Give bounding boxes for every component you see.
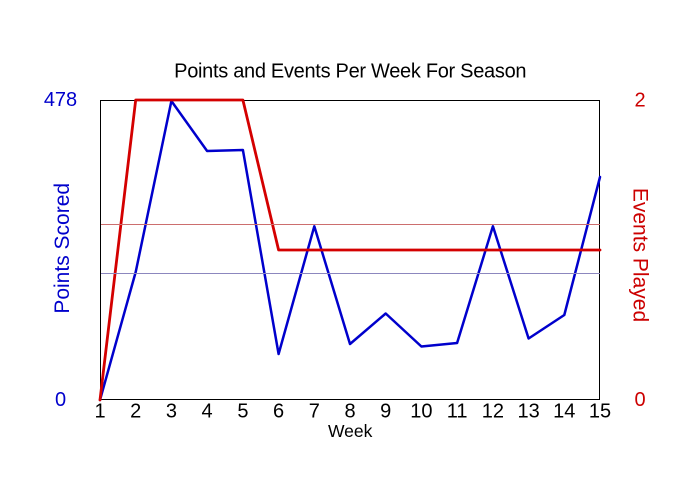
svg-text:3: 3: [166, 401, 177, 423]
svg-text:2: 2: [130, 401, 141, 423]
svg-text:0: 0: [55, 389, 66, 411]
svg-text:1: 1: [94, 401, 105, 423]
svg-text:Events Played: Events Played: [629, 188, 652, 322]
svg-text:5: 5: [237, 401, 248, 423]
svg-text:12: 12: [482, 401, 504, 423]
svg-text:Week: Week: [328, 421, 373, 441]
svg-text:9: 9: [380, 401, 391, 423]
svg-text:10: 10: [410, 401, 432, 423]
svg-text:8: 8: [344, 401, 355, 423]
svg-text:11: 11: [447, 401, 468, 423]
svg-text:6: 6: [273, 401, 284, 423]
svg-text:14: 14: [553, 401, 575, 423]
svg-text:15: 15: [589, 401, 611, 423]
svg-text:7: 7: [309, 401, 320, 423]
svg-text:2: 2: [634, 90, 645, 112]
svg-text:Points and Events Per Week For: Points and Events Per Week For Season: [174, 61, 526, 83]
svg-text:Points Scored: Points Scored: [51, 183, 74, 314]
svg-text:4: 4: [202, 401, 213, 423]
svg-text:0: 0: [634, 389, 645, 411]
svg-text:13: 13: [517, 401, 539, 423]
svg-text:478: 478: [44, 89, 77, 111]
